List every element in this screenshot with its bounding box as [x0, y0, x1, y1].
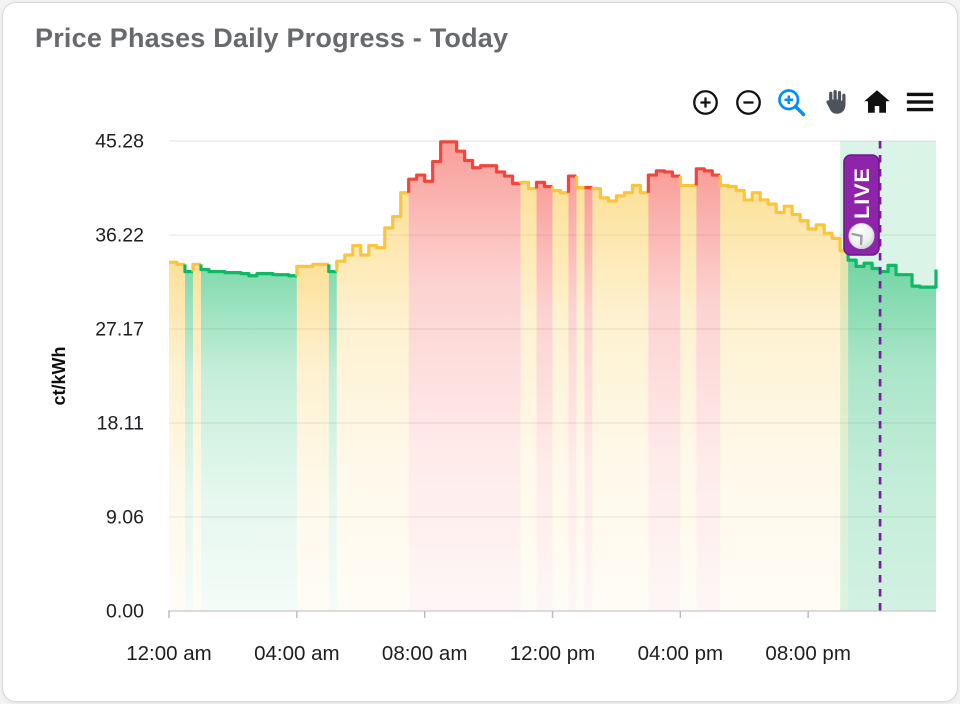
area-fill-y — [552, 190, 569, 611]
clock-hour-hand — [859, 234, 863, 246]
price-step-line-y — [678, 176, 697, 188]
area-fill-y — [296, 264, 329, 611]
pan-icon[interactable] — [819, 87, 849, 117]
y-tick-label: 36.22 — [95, 225, 144, 247]
area-fill-r — [648, 170, 681, 612]
area-fill-y — [720, 185, 849, 612]
area-fill-r — [536, 182, 553, 612]
area-fill-y — [192, 264, 201, 611]
clock-icon — [848, 223, 875, 249]
x-tick-label: 12:00 am — [126, 642, 211, 665]
area-fill-y — [680, 185, 697, 612]
price-step-line-y — [295, 262, 329, 276]
chart-toolbar — [690, 87, 935, 117]
price-step-line-r — [694, 167, 721, 186]
price-step-line-y — [518, 180, 537, 191]
y-tick-label: 0.00 — [106, 601, 144, 623]
y-tick-label: 9.06 — [106, 506, 144, 528]
area-fill-g — [848, 260, 936, 611]
area-fill-y — [520, 182, 537, 612]
price-step-line-y — [550, 186, 569, 195]
x-tick-label: 12:00 pm — [510, 642, 595, 665]
area-fill-r — [584, 187, 593, 611]
price-step-line-y — [590, 183, 649, 203]
zoom-in-icon[interactable] — [690, 87, 720, 117]
y-tick-label: 27.17 — [95, 318, 144, 340]
area-fill-g — [184, 271, 193, 611]
area-fill-r — [408, 141, 521, 611]
x-tick-label: 04:00 pm — [638, 642, 723, 665]
area-fill-y — [169, 262, 185, 611]
menu-icon[interactable] — [905, 87, 935, 117]
x-tick-label: 08:00 am — [382, 642, 467, 665]
x-tick-label: 04:00 am — [254, 642, 339, 665]
area-fill-y — [592, 185, 649, 612]
price-step-line-y — [335, 191, 409, 272]
price-step-line-r — [566, 174, 577, 193]
price-step-line-r — [646, 169, 681, 193]
area-fill-y — [576, 187, 585, 611]
y-tick-label: 18.11 — [97, 413, 144, 435]
live-badge: LIVE — [843, 154, 880, 256]
live-badge-label: LIVE — [850, 167, 874, 219]
area-fill-g — [200, 269, 297, 611]
home-icon[interactable] — [862, 87, 892, 117]
area-fill-r — [568, 176, 577, 611]
price-step-line-y — [169, 260, 185, 266]
area-fill-g — [328, 271, 337, 611]
price-step-line-g — [327, 264, 337, 274]
area-fill-r — [696, 168, 721, 611]
price-step-line-g — [846, 250, 938, 289]
price-chart-plot-area[interactable]: 12:00 am 04:00 am 08:00 am 12:00 pm 04:00 pm… — [3, 3, 960, 704]
selection-zoom-icon[interactable] — [776, 87, 806, 117]
area-fill-y — [336, 192, 409, 611]
price-step-line-r — [407, 140, 521, 193]
price-step-line-g — [183, 264, 193, 274]
y-axis-title: ct/kWh — [49, 346, 69, 405]
x-tick-label: 08:00 pm — [765, 642, 850, 665]
zoom-out-icon[interactable] — [733, 87, 763, 117]
price-step-line-y — [574, 176, 585, 190]
chart-title: Price Phases Daily Progress - Today — [35, 23, 509, 53]
price-step-line-g — [199, 264, 297, 278]
price-step-line-y — [718, 175, 849, 253]
price-step-line-y — [191, 262, 201, 272]
clock-minute-hand — [851, 232, 863, 238]
y-tick-label: 45.28 — [95, 131, 144, 153]
price-step-line-r — [534, 180, 553, 189]
